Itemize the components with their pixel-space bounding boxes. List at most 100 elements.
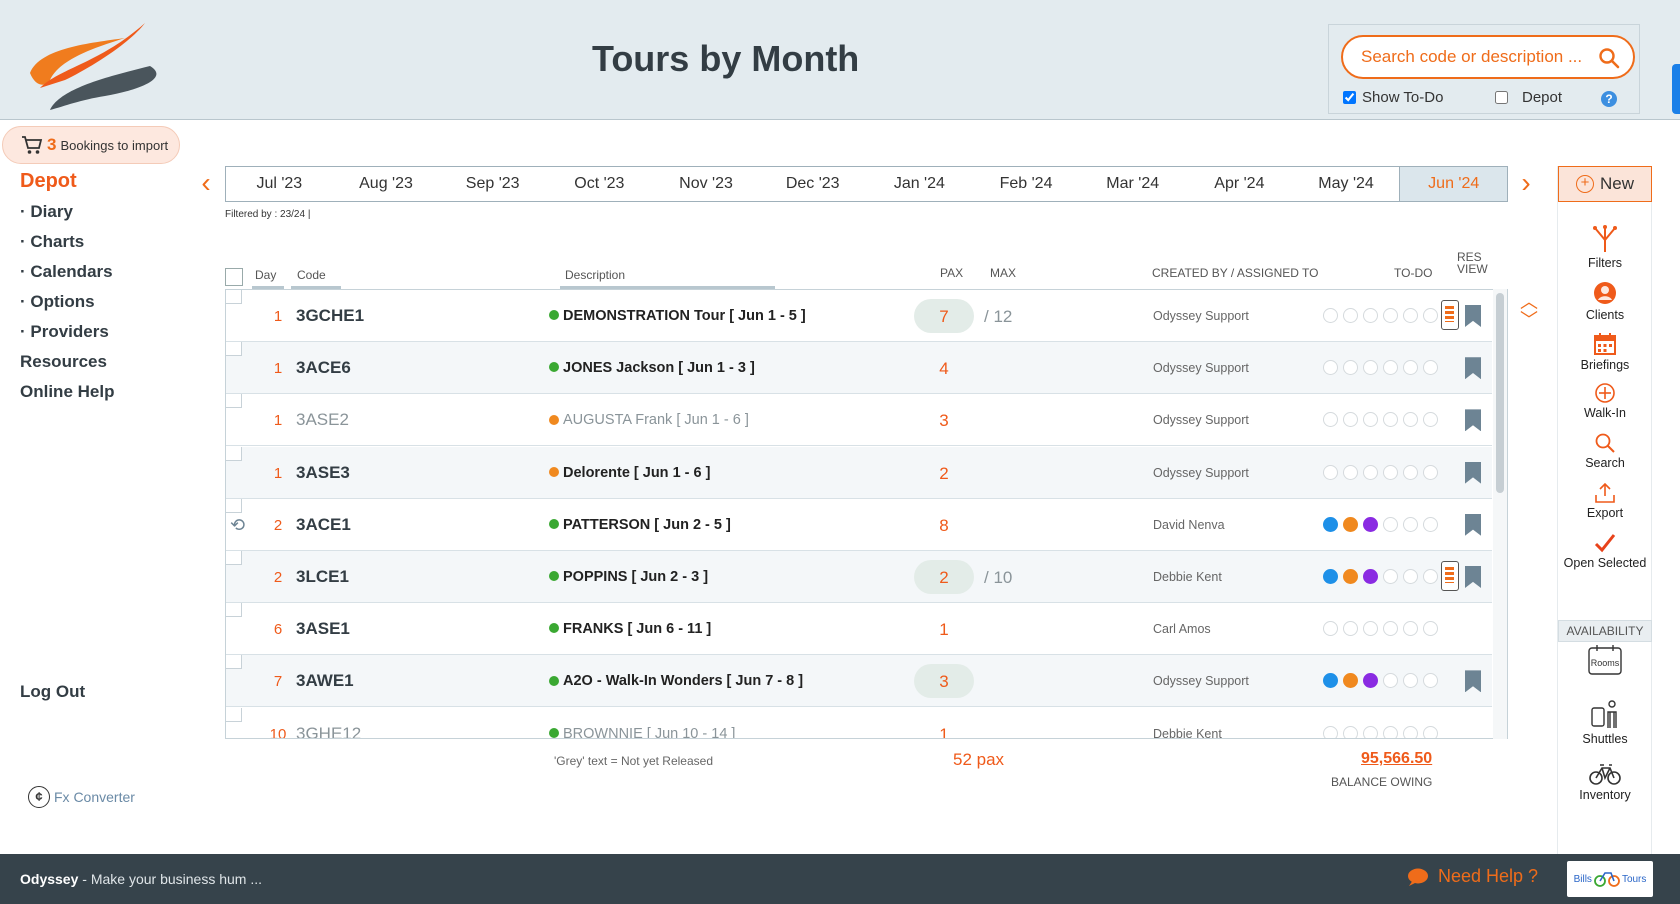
scroll-down-icon[interactable]: ﹀ xyxy=(1520,310,1538,330)
tab-month[interactable]: Aug '23 xyxy=(359,175,413,192)
need-help-button[interactable]: Need Help ? xyxy=(1406,866,1538,887)
next-month-icon[interactable]: › xyxy=(1521,167,1531,198)
row-code[interactable]: 3ACE6 xyxy=(296,358,351,378)
row-checkbox[interactable] xyxy=(226,551,242,565)
bookmark-icon[interactable] xyxy=(1465,409,1481,432)
show-todo-toggle[interactable]: Show To-Do xyxy=(1343,89,1443,106)
todo-circle[interactable] xyxy=(1363,516,1378,532)
mobile-app-icon[interactable] xyxy=(1441,561,1459,591)
todo-circle[interactable] xyxy=(1423,569,1438,584)
bookmark-icon[interactable] xyxy=(1465,305,1481,327)
tab-month-active[interactable]: Jun '24 xyxy=(1399,167,1508,201)
rooms-button[interactable]: Rooms xyxy=(1558,644,1652,679)
row-code[interactable]: 3ASE1 xyxy=(296,619,350,639)
nav-item-diary[interactable]: Diary xyxy=(20,197,114,227)
tab-month[interactable]: Jul '23 xyxy=(256,175,303,192)
row-code[interactable]: 3GCHE1 xyxy=(296,306,365,325)
table-row[interactable]: 7 3AWE1 A2O - Walk-In Wonders [ Jun 7 - 8 … xyxy=(226,655,1492,708)
todo-circle[interactable] xyxy=(1403,621,1418,637)
tab-month[interactable]: Nov '23 xyxy=(679,175,733,192)
todo-circle[interactable] xyxy=(1383,673,1398,689)
todo-circle[interactable] xyxy=(1343,516,1358,532)
row-checkbox[interactable] xyxy=(226,498,242,513)
todo-circle[interactable] xyxy=(1383,360,1398,376)
todo-circle[interactable] xyxy=(1383,464,1398,480)
scroll-thumb[interactable] xyxy=(1496,293,1504,493)
table-row[interactable]: 1 3GCHE1 DEMONSTRATION Tour [ Jun 1 - 5 ] 7… xyxy=(226,290,1492,342)
todo-circle[interactable] xyxy=(1423,464,1438,480)
todo-circle[interactable] xyxy=(1363,308,1378,323)
todo-circle[interactable] xyxy=(1363,569,1378,584)
row-code[interactable]: 3LCE1 xyxy=(296,567,349,586)
todo-circle[interactable] xyxy=(1423,412,1438,428)
table-row[interactable]: 1 3ASE3 Delorente [ Jun 1 - 6 ] 2 Odyssey Su… xyxy=(226,446,1492,499)
row-checkbox[interactable] xyxy=(226,707,242,722)
column-description[interactable]: Description xyxy=(560,268,775,289)
todo-circle[interactable] xyxy=(1403,673,1418,689)
row-description[interactable]: DEMONSTRATION Tour [ Jun 1 - 5 ] xyxy=(549,308,806,324)
table-row[interactable]: ⟲ 2 3ACE1 PATTERSON [ Jun 2 - 5 ] 8 David Nen… xyxy=(226,498,1492,551)
todo-circle[interactable] xyxy=(1323,569,1338,584)
row-checkbox[interactable] xyxy=(226,342,242,357)
todo-circle[interactable] xyxy=(1363,464,1378,480)
row-description[interactable]: BROWNNIE [ Jun 10 - 14 ] xyxy=(549,726,735,738)
logout-link[interactable]: Log Out xyxy=(20,682,86,701)
row-checkbox[interactable] xyxy=(226,446,242,461)
table-row[interactable]: 6 3ASE1 FRANKS [ Jun 6 - 11 ] 1 Carl Amos xyxy=(226,603,1492,656)
tab-month[interactable]: Feb '24 xyxy=(999,175,1053,192)
tab-month[interactable]: May '24 xyxy=(1318,175,1374,192)
todo-circle[interactable] xyxy=(1343,621,1358,637)
todo-circle[interactable] xyxy=(1323,308,1338,323)
side-panel-tab[interactable] xyxy=(1672,64,1680,114)
inventory-button[interactable]: Inventory xyxy=(1558,756,1652,802)
tab-month[interactable]: Mar '24 xyxy=(1106,175,1160,192)
todo-circle[interactable] xyxy=(1343,725,1358,738)
row-description[interactable]: FRANKS [ Jun 6 - 11 ] xyxy=(549,621,711,637)
todo-circle[interactable] xyxy=(1323,464,1338,480)
todo-circle[interactable] xyxy=(1423,516,1438,532)
show-todo-checkbox[interactable] xyxy=(1343,91,1356,104)
row-description[interactable]: PATTERSON [ Jun 2 - 5 ] xyxy=(549,517,731,533)
table-row[interactable]: 1 3ACE6 JONES Jackson [ Jun 1 - 3 ] 4 Odysse… xyxy=(226,342,1492,395)
row-checkbox[interactable] xyxy=(226,394,242,409)
nav-item-online-help[interactable]: Online Help xyxy=(20,382,115,401)
todo-circle[interactable] xyxy=(1423,725,1438,738)
tab-month[interactable]: Sep '23 xyxy=(465,175,520,192)
filters-button[interactable]: Filters xyxy=(1558,224,1652,270)
column-code[interactable]: Code xyxy=(291,268,341,289)
todo-circle[interactable] xyxy=(1343,308,1358,323)
bookmark-icon[interactable] xyxy=(1465,461,1481,484)
todo-circle[interactable] xyxy=(1343,569,1358,584)
row-code[interactable]: 3AWE1 xyxy=(296,671,354,691)
mobile-app-icon[interactable] xyxy=(1441,300,1459,330)
open-selected-button[interactable]: Open Selected xyxy=(1558,524,1652,570)
todo-circle[interactable] xyxy=(1403,464,1418,480)
help-icon[interactable]: ? xyxy=(1601,91,1617,107)
nav-item-options[interactable]: Options xyxy=(20,287,114,317)
nav-item-charts[interactable]: Charts xyxy=(20,227,114,257)
search-tool-button[interactable]: Search xyxy=(1558,424,1652,470)
tab-month[interactable]: Dec '23 xyxy=(785,175,840,192)
row-description[interactable]: A2O - Walk-In Wonders [ Jun 7 - 8 ] xyxy=(549,673,803,689)
row-code[interactable]: 3ASE2 xyxy=(296,410,349,430)
todo-circle[interactable] xyxy=(1403,360,1418,376)
todo-circle[interactable] xyxy=(1383,725,1398,738)
nav-title-depot[interactable]: Depot xyxy=(20,170,77,192)
todo-circle[interactable] xyxy=(1343,412,1358,428)
todo-circle[interactable] xyxy=(1323,516,1338,532)
depot-checkbox[interactable] xyxy=(1495,91,1508,104)
todo-circle[interactable] xyxy=(1423,673,1438,689)
todo-circle[interactable] xyxy=(1363,412,1378,428)
bookmark-icon[interactable] xyxy=(1465,566,1481,588)
todo-circle[interactable] xyxy=(1403,308,1418,323)
prev-month-icon[interactable]: ‹ xyxy=(201,167,211,198)
bookmark-icon[interactable] xyxy=(1465,357,1481,380)
search-input[interactable] xyxy=(1361,47,1591,67)
table-row[interactable]: 1 3ASE2 AUGUSTA Frank [ Jun 1 - 6 ] 3 Odysse… xyxy=(226,394,1492,447)
row-code[interactable]: 3ASE3 xyxy=(296,462,350,482)
todo-circle[interactable] xyxy=(1343,360,1358,376)
column-day[interactable]: Day xyxy=(252,268,284,289)
todo-circle[interactable] xyxy=(1423,308,1438,323)
row-code[interactable]: 3ACE1 xyxy=(296,514,351,534)
todo-circle[interactable] xyxy=(1423,360,1438,376)
